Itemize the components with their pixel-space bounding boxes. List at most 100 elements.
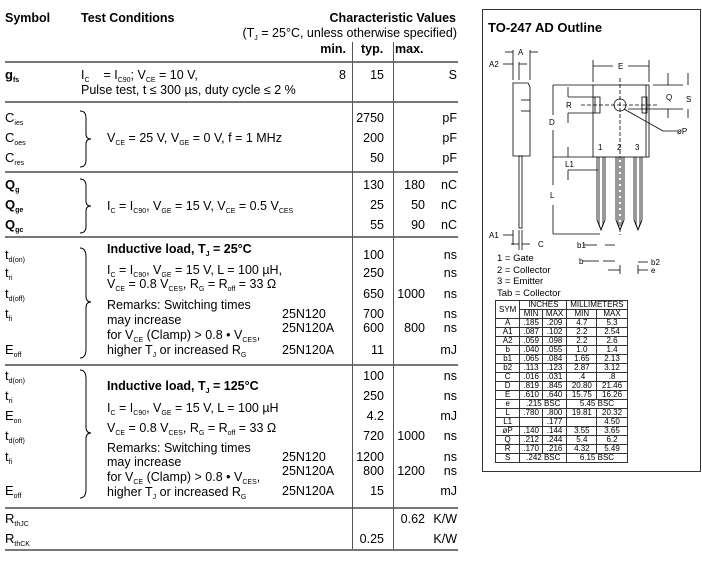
typ-value: 720 <box>363 429 384 443</box>
text-segment: higher T <box>107 485 153 499</box>
symbol-main: C <box>5 130 15 145</box>
symbol-q-ge: Qge <box>5 197 23 215</box>
symbol-subscript: ies <box>14 120 24 127</box>
text-segment: , R <box>182 277 199 291</box>
brace-icon <box>79 178 92 234</box>
part-number: 25N120 <box>282 307 326 321</box>
text-segment: ; V <box>130 68 146 82</box>
divider <box>5 171 458 173</box>
pin-label-3: 3 <box>635 143 640 152</box>
switching-125c-remarks-3: for VCE (Clamp) > 0.8 • VCES, <box>107 470 261 486</box>
text-segment: J <box>205 388 210 395</box>
header-test-conditions: Test Conditions <box>81 11 175 25</box>
unit: ns <box>443 266 457 280</box>
column-divider-max <box>393 42 394 549</box>
switching-125c-remarks-2: may increase <box>107 455 181 469</box>
text-segment: = R <box>204 277 228 291</box>
package-outline-panel: TO-247 AD Outline <box>482 9 701 472</box>
text-segment: = 125°C <box>209 379 259 393</box>
dim-label-s: S <box>686 95 691 104</box>
typ-value: 600 <box>363 321 384 335</box>
text-segment: , V <box>146 199 162 213</box>
text-segment: J <box>152 494 157 501</box>
side-view-body <box>512 82 531 157</box>
symbol-e-off: Eoff <box>5 484 21 501</box>
symbol-main: Q <box>5 177 16 192</box>
divider <box>5 549 458 551</box>
text-segment: = 33 Ω <box>235 277 277 291</box>
unit: pF <box>442 131 457 145</box>
symbol-main: Q <box>5 197 16 212</box>
switching-125c-condition-1: IC = IC90, VGE = 15 V, L = 100 µH <box>107 401 279 417</box>
unit: K/W <box>433 512 457 526</box>
text-segment: V <box>107 277 116 291</box>
text-segment: C90 <box>133 208 147 215</box>
dim-label-p: øP <box>677 127 687 136</box>
symbol-main: R <box>5 531 15 546</box>
text-segment: Pulse test, t ≤ 300 µs, duty cycle ≤ 2 % <box>81 83 296 97</box>
dim-label-q: Q <box>666 93 672 102</box>
symbol-subscript: res <box>14 160 25 167</box>
symbol-subscript: ri <box>8 275 13 282</box>
text-segment: Inductive load, T <box>107 242 206 256</box>
text-segment: , R <box>182 421 199 435</box>
symbol-main: t <box>5 388 9 403</box>
max-value: 800 <box>404 321 425 335</box>
text-segment: , <box>256 470 261 484</box>
switching-25c-remarks-2: may increase <box>107 313 181 327</box>
text-segment: may increase <box>107 455 182 469</box>
max-value: 50 <box>411 198 425 212</box>
symbol-main: t <box>5 449 9 464</box>
typ-value: 200 <box>363 131 384 145</box>
text-segment: CE <box>115 286 126 293</box>
text-segment: CES <box>278 208 294 215</box>
text-segment: CES <box>242 337 257 344</box>
typ-value: 15 <box>370 484 384 498</box>
symbol-main: C <box>5 110 15 125</box>
text-segment: Remarks: Switching times <box>107 441 251 455</box>
symbol-subscript: d(on) <box>8 378 25 385</box>
text-segment: J <box>152 352 157 359</box>
symbol-q-g: Qg <box>5 177 19 195</box>
dims-cell: .242 BSC <box>519 453 568 463</box>
outline-title: TO-247 AD Outline <box>488 20 603 35</box>
symbol-r-thjc: RthJC <box>5 511 29 529</box>
symbol-subscript: fi <box>8 316 13 323</box>
divider <box>5 364 458 366</box>
text-segment: = I <box>89 68 118 82</box>
dim-label-l: L <box>550 191 555 200</box>
dims-row: D .819.845 20.80 21.46 <box>494 381 628 391</box>
divider <box>5 507 458 509</box>
dim-label-b: b <box>579 257 584 266</box>
symbol-t-fi: tfi <box>5 449 12 467</box>
text-segment: off <box>227 286 236 293</box>
symbol-main: R <box>5 511 15 526</box>
text-segment: CES <box>168 430 183 437</box>
unit: nC <box>441 218 457 232</box>
text-segment: CE <box>115 430 126 437</box>
text-segment: C90 <box>133 410 147 417</box>
part-number: 25N120A <box>282 484 335 498</box>
max-value: 180 <box>404 178 425 192</box>
column-divider-typ <box>352 42 353 549</box>
symbol-t-doff: td(off) <box>5 429 25 446</box>
switching-125c-title: Inductive load, TJ = 125°C <box>107 379 259 395</box>
dims-header-sym: SYM <box>494 300 521 319</box>
header-typ: typ. <box>361 42 384 56</box>
typ-value: 25 <box>370 198 384 212</box>
typ-value: 800 <box>363 464 384 478</box>
unit: nC <box>441 198 457 212</box>
pin-legend-item: Tab = Collector <box>497 287 561 299</box>
max-value: 0.62 <box>400 512 425 526</box>
symbol-t-doff: td(off) <box>5 287 25 304</box>
text-segment: V <box>107 421 116 435</box>
text-segment: I <box>107 401 111 415</box>
pin-legend-item: 3 = Emitter <box>497 276 544 287</box>
unit: ns <box>443 287 457 301</box>
unit: ns <box>443 450 457 464</box>
typ-value: 100 <box>363 248 384 262</box>
unit: mJ <box>440 409 457 423</box>
symbol-c-ies: Cies <box>5 110 24 128</box>
text-segment: = 0.8 V <box>125 277 169 291</box>
text-segment: CE <box>133 337 144 344</box>
